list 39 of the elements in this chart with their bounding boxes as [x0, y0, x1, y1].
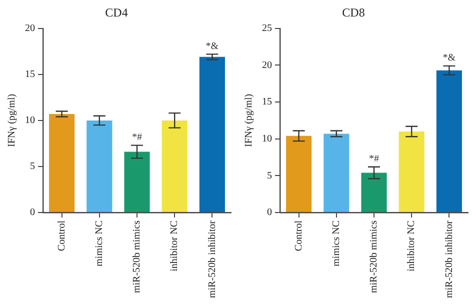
x-tick-label: Control — [293, 220, 304, 252]
annotation: *& — [206, 40, 219, 52]
y-tick-label: 15 — [25, 69, 35, 80]
y-tick-label: 0 — [30, 207, 35, 218]
y-tick-label: 20 — [262, 60, 272, 71]
bar — [324, 134, 350, 212]
y-tick-label: 10 — [25, 115, 35, 126]
x-tick-label: inhibitor NC — [406, 220, 418, 272]
annotation: *& — [442, 52, 456, 64]
bar — [436, 70, 462, 212]
x-tick-label: inhibitor NC — [169, 220, 180, 272]
x-tick-label: miR-520b mimics — [132, 220, 143, 293]
bar — [162, 120, 188, 212]
bar — [86, 120, 112, 212]
bar — [398, 131, 424, 212]
y-axis-title: IFNγ (pg/ml) — [6, 94, 18, 147]
y-tick-label: 5 — [30, 161, 35, 172]
x-tick-label: miR-520b inhibitor — [444, 220, 455, 298]
y-tick-label: 5 — [267, 170, 272, 182]
y-axis-title: IFNγ (pg/ml) — [244, 94, 255, 147]
y-tick-label: 20 — [25, 23, 35, 34]
x-tick-label: miR-520b mimics — [368, 220, 380, 293]
bar — [361, 172, 387, 212]
x-tick-label: miR-520b inhibitor — [206, 220, 218, 298]
bar — [286, 136, 312, 212]
y-tick-label: 15 — [262, 96, 272, 108]
chart-title: CD4 — [105, 5, 128, 20]
bar — [124, 152, 150, 212]
y-tick-label: 25 — [262, 23, 272, 34]
x-tick-label: mimics NC — [331, 220, 342, 266]
x-tick-label: mimics NC — [94, 220, 106, 266]
bar — [49, 114, 75, 212]
annotation: *# — [369, 153, 379, 164]
y-tick-label: 10 — [262, 133, 272, 144]
x-tick-label: Control — [56, 220, 68, 252]
annotation: *# — [132, 132, 142, 143]
bar — [199, 56, 225, 212]
y-tick-label: 0 — [267, 207, 272, 218]
chart-title: CD8 — [342, 5, 365, 20]
